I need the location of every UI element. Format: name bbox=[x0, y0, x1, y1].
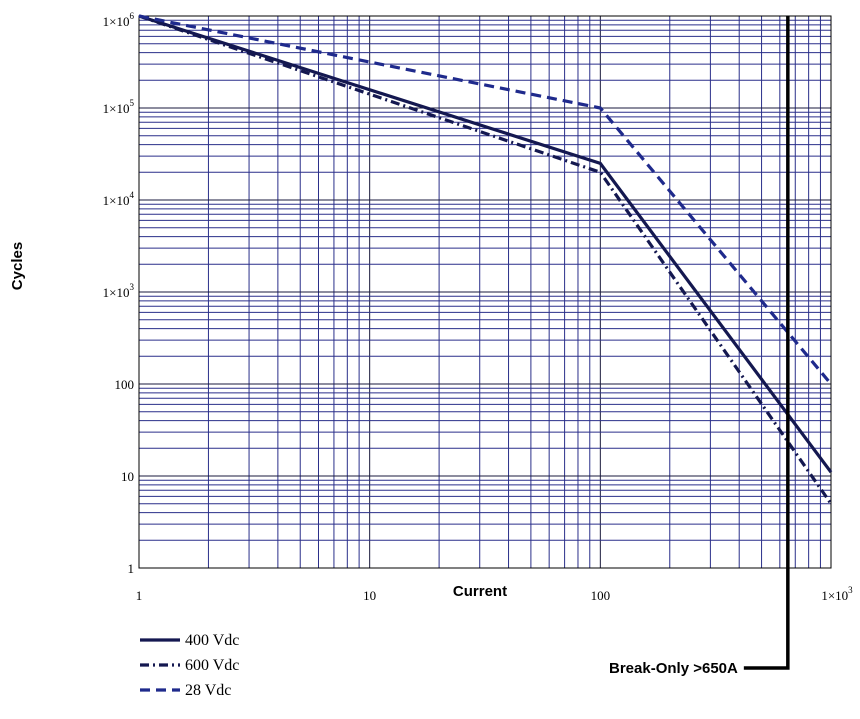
chart-grid bbox=[138, 15, 832, 569]
series-line-600-vdc bbox=[138, 14, 833, 505]
legend-label: 28 Vdc bbox=[185, 682, 231, 699]
y-tick-label: 1×103 bbox=[103, 282, 135, 300]
y-tick-label: 1×104 bbox=[103, 190, 135, 208]
series-line-28-vdc bbox=[138, 14, 833, 386]
y-tick-label: 1×105 bbox=[103, 98, 135, 116]
legend-label: 400 Vdc bbox=[185, 632, 239, 649]
x-tick-label: 1×103 bbox=[821, 585, 853, 603]
y-tick-label: 100 bbox=[115, 377, 135, 392]
break-only-label: Break-Only >650A bbox=[609, 660, 738, 677]
x-tick-label: 1 bbox=[136, 588, 143, 603]
y-tick-label: 1 bbox=[128, 561, 135, 576]
series-line-400-vdc bbox=[138, 14, 833, 474]
break-only-line bbox=[743, 16, 790, 670]
legend-label: 600 Vdc bbox=[185, 657, 239, 674]
x-axis-title: Current bbox=[453, 583, 507, 600]
x-tick-label: 100 bbox=[591, 588, 611, 603]
x-tick-label: 10 bbox=[363, 588, 376, 603]
x-tick-labels: 1 10 100 1×103 bbox=[136, 585, 853, 603]
y-tick-label: 1×106 bbox=[103, 11, 135, 29]
legend: 400 Vdc 600 Vdc 28 Vdc bbox=[140, 632, 239, 699]
y-tick-labels: 1 10 100 1×103 1×104 1×105 1×106 bbox=[103, 11, 135, 576]
break-only-marker: Break-Only >650A bbox=[609, 16, 790, 677]
series-layer bbox=[138, 14, 833, 505]
y-axis-title: Cycles bbox=[9, 242, 26, 290]
plot-frame bbox=[138, 15, 832, 569]
y-tick-label: 10 bbox=[121, 469, 134, 484]
